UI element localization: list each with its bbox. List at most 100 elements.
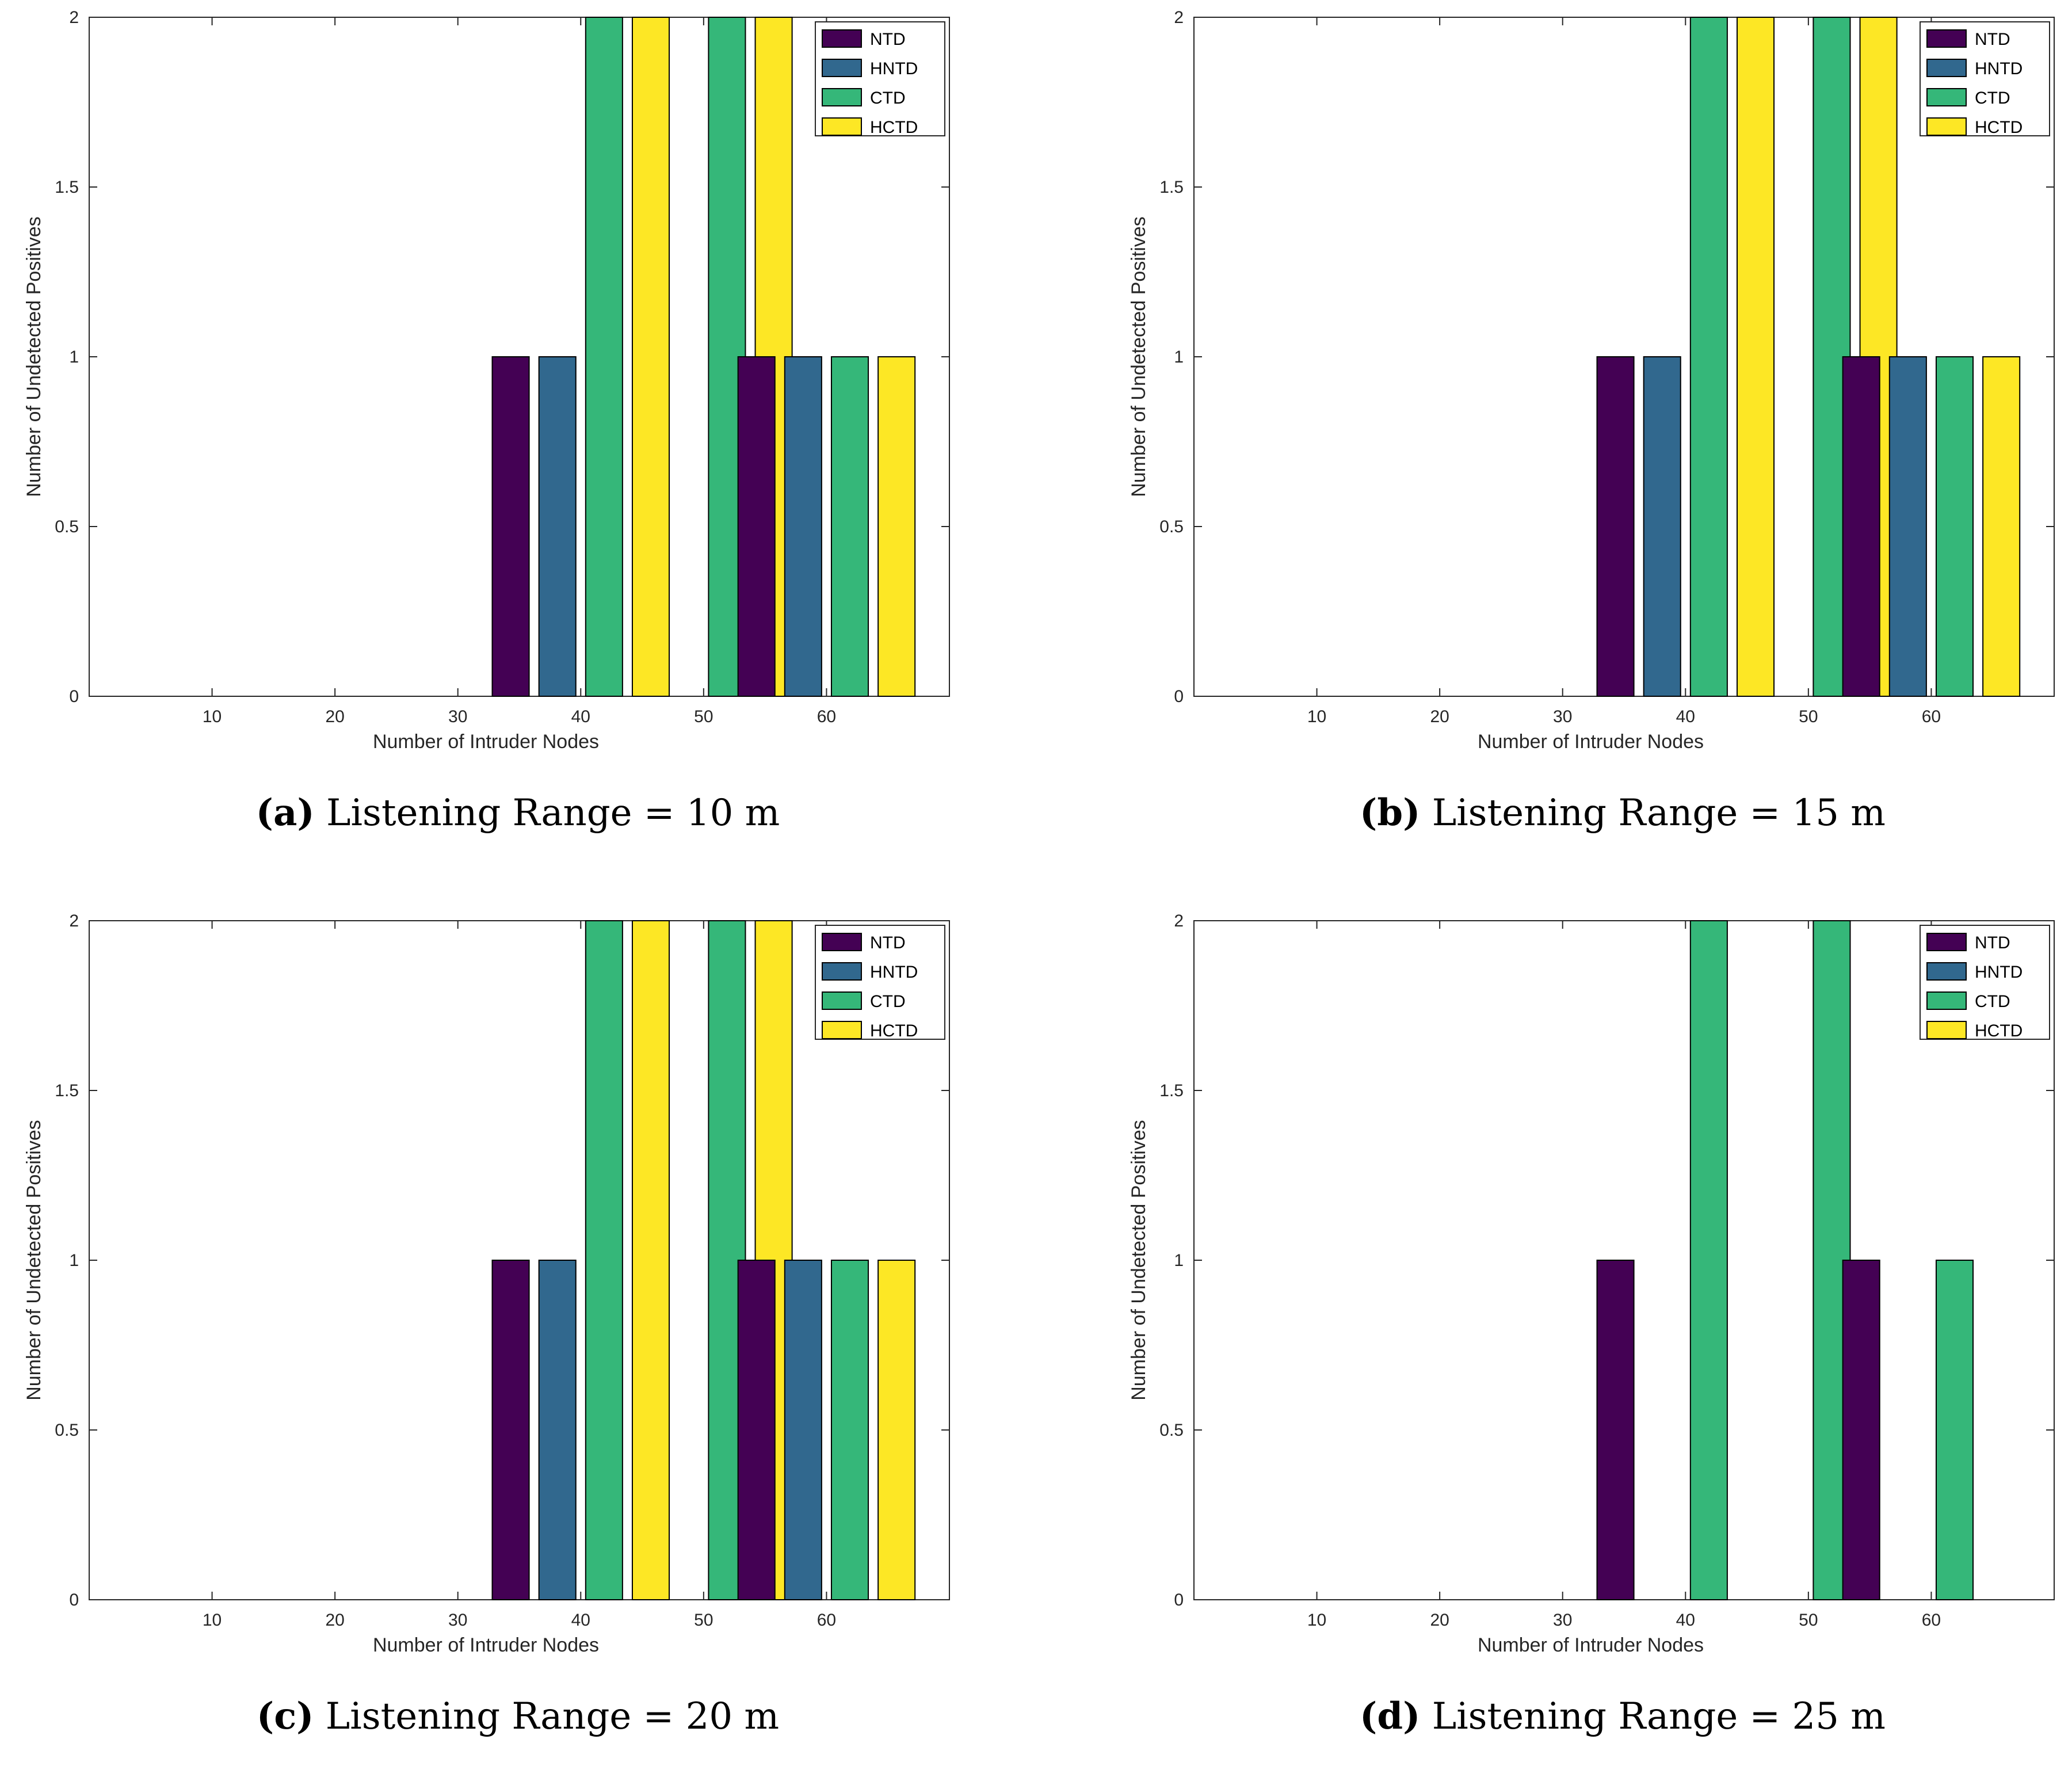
legend-label-ntd: NTD (870, 933, 906, 952)
y-tick-label: 0 (1174, 1591, 1184, 1610)
x-tick-label: 50 (694, 1611, 713, 1630)
y-tick-label: 1 (1174, 348, 1184, 367)
legend-swatch-hctd (1926, 1021, 1967, 1039)
y-axis-label: Number of Undetected Positives (1128, 216, 1150, 497)
x-axis-label: Number of Intruder Nodes (1478, 731, 1704, 753)
x-tick-label: 30 (448, 707, 467, 726)
bar-hctd-40 (631, 17, 670, 697)
bar-ntd-40 (1596, 356, 1635, 697)
bar-ntd-60 (737, 356, 776, 697)
x-tick-label: 50 (694, 707, 713, 726)
legend-swatch-ctd (822, 88, 862, 106)
bar-chart-a: 10 20 30 40 50 60 0 0.5 1 1.5 2 Number of Intruder … (23, 8, 950, 753)
y-tick-label: 1.5 (1159, 178, 1184, 197)
x-tick-label: 60 (817, 707, 836, 726)
x-tick-label: 30 (1553, 707, 1572, 726)
x-tick-label: 40 (571, 1611, 590, 1630)
subcaption-text: Listening Range = 15 m (1432, 792, 1886, 834)
x-tick-label: 60 (1922, 1611, 1941, 1630)
x-tick-label: 60 (817, 1611, 836, 1630)
x-tick-label: 10 (1307, 1611, 1326, 1630)
y-tick-label: 1.5 (55, 178, 79, 197)
x-tick-label: 50 (1799, 1611, 1818, 1630)
y-tick-label: 0.5 (1159, 517, 1184, 536)
subcaption-letter: (b) (1360, 791, 1421, 834)
x-tick-label: 40 (571, 707, 590, 726)
y-tick-label: 0 (69, 687, 79, 706)
x-tick-label: 20 (325, 707, 344, 726)
bar-ntd-60 (1842, 1260, 1880, 1600)
bar-hntd-60 (784, 356, 822, 697)
legend-swatch-hntd (1926, 59, 1967, 77)
x-tick-label: 20 (1430, 1611, 1449, 1630)
y-tick-label: 2 (69, 8, 79, 27)
legend-label-ctd: CTD (870, 89, 906, 108)
legend-swatch-ntd (1926, 933, 1967, 951)
legend-swatch-ctd (822, 991, 862, 1010)
legend-swatch-ntd (1926, 29, 1967, 48)
legend-label-ntd: NTD (1975, 933, 2010, 952)
x-tick-label: 60 (1922, 707, 1941, 726)
legend-label-hntd: HNTD (1975, 963, 2023, 982)
legend-label-ctd: CTD (1975, 992, 2010, 1011)
y-tick-label: 1 (69, 348, 79, 367)
y-tick-label: 0.5 (1159, 1421, 1184, 1440)
bar-hntd-60 (784, 1260, 822, 1600)
legend-label-hntd: HNTD (870, 963, 918, 982)
subcaption-b: (b) Listening Range = 15 m (1105, 791, 2072, 834)
subcaption-d: (d) Listening Range = 25 m (1105, 1695, 2072, 1738)
legend-swatch-ctd (1926, 991, 1967, 1010)
subcaption-a: (a) Listening Range = 10 m (0, 791, 1036, 834)
bar-ctd-60 (830, 356, 869, 697)
y-axis-label: Number of Undetected Positives (23, 216, 45, 497)
bar-ntd-60 (737, 1260, 776, 1600)
bar-ctd-40 (1689, 17, 1728, 697)
y-tick-label: 0 (1174, 687, 1184, 706)
bar-hntd-40 (538, 356, 577, 697)
bar-ctd-40 (1689, 920, 1728, 1600)
legend-label-hctd: HCTD (870, 118, 918, 137)
y-tick-label: 1 (69, 1251, 79, 1270)
bar-ntd-40 (491, 356, 530, 697)
chart-panel-d: 10 20 30 40 50 60 0 0.5 1 1.5 2 Number of Intruder … (1105, 903, 2072, 1781)
y-tick-label: 2 (1174, 912, 1184, 930)
legend-swatch-ntd (822, 933, 862, 951)
bar-ctd-60 (1935, 356, 1974, 697)
legend-label-hctd: HCTD (870, 1021, 918, 1040)
bar-ntd-40 (1596, 1260, 1635, 1600)
bar-ctd-40 (585, 920, 623, 1600)
subcaption-c: (c) Listening Range = 20 m (0, 1695, 1036, 1738)
legend-label-hntd: HNTD (1975, 59, 2023, 78)
y-tick-label: 1 (1174, 1251, 1184, 1270)
x-axis-label: Number of Intruder Nodes (1478, 1634, 1704, 1656)
legend-label-hctd: HCTD (1975, 118, 2023, 137)
legend-swatch-hctd (1926, 117, 1967, 136)
y-tick-label: 0 (69, 1591, 79, 1610)
bar-ctd-60 (830, 1260, 869, 1600)
x-tick-label: 30 (1553, 1611, 1572, 1630)
x-tick-label: 10 (1307, 707, 1326, 726)
legend-label-ntd: NTD (1975, 30, 2010, 49)
legend-swatch-hntd (822, 59, 862, 77)
x-axis-label: Number of Intruder Nodes (373, 1634, 599, 1656)
y-tick-label: 0.5 (55, 517, 79, 536)
subcaption-text: Listening Range = 20 m (325, 1695, 780, 1738)
x-tick-label: 30 (448, 1611, 467, 1630)
y-tick-label: 2 (69, 912, 79, 930)
bar-ntd-40 (491, 1260, 530, 1600)
y-axis-label: Number of Undetected Positives (1128, 1120, 1150, 1401)
y-tick-label: 1.5 (55, 1081, 79, 1100)
x-tick-label: 40 (1676, 1611, 1695, 1630)
y-tick-label: 2 (1174, 8, 1184, 27)
bar-hntd-60 (1888, 356, 1927, 697)
legend-swatch-hntd (1926, 962, 1967, 981)
y-axis-label: Number of Undetected Positives (23, 1120, 45, 1401)
legend-swatch-hntd (822, 962, 862, 981)
legend-label-ctd: CTD (870, 992, 906, 1011)
bar-ctd-60 (1935, 1260, 1974, 1600)
bar-hntd-40 (538, 1260, 577, 1600)
bar-hntd-40 (1643, 356, 1681, 697)
chart-panel-a: 10 20 30 40 50 60 0 0.5 1 1.5 2 Number of Intruder … (0, 0, 1036, 878)
bar-hctd-60 (877, 356, 916, 697)
bar-hctd-40 (631, 920, 670, 1600)
